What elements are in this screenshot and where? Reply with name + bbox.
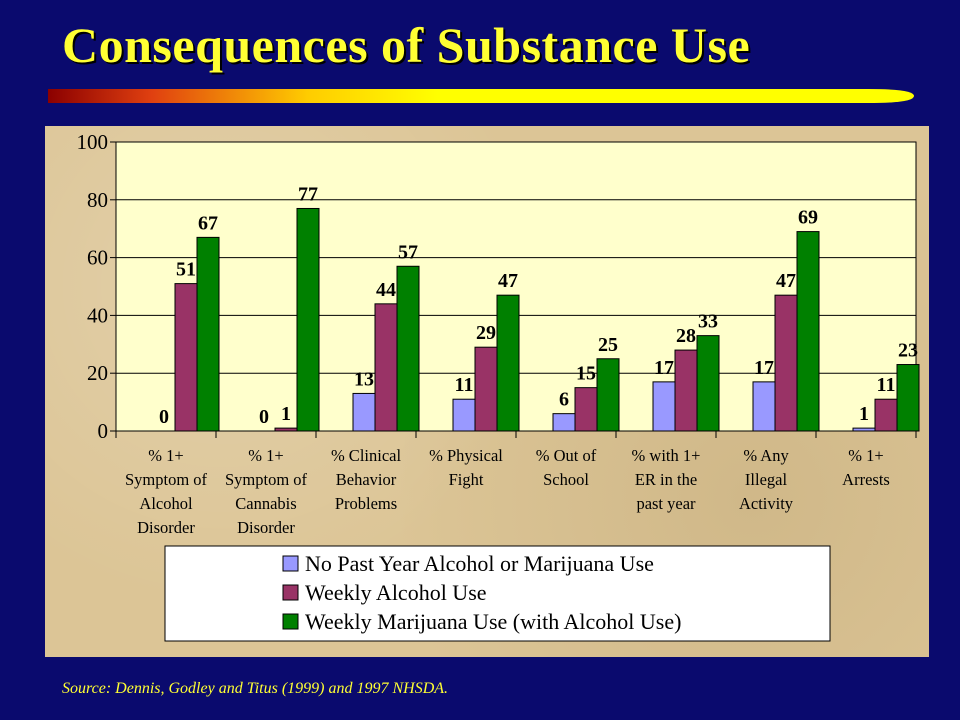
x-tick-label: Cannabis [235,494,296,513]
data-label: 15 [576,363,596,385]
bar [452,398,476,432]
data-label: 17 [654,357,674,379]
data-label: 51 [176,259,196,281]
legend-label: No Past Year Alcohol or Marijuana Use [305,551,654,576]
title-underline-bar [48,89,914,103]
data-label: 47 [776,270,796,292]
x-tick-label: Arrests [842,470,890,489]
bar [796,231,820,432]
data-label: 23 [898,340,918,362]
x-tick-label: % Clinical [331,446,402,465]
bar [274,427,298,432]
data-label: 11 [877,374,896,396]
bar [352,392,376,432]
bar [296,207,320,432]
data-label: 17 [754,357,774,379]
source-citation: Source: Dennis, Godley and Titus (1999) … [62,680,449,697]
x-tick-label: % with 1+ [632,446,701,465]
bar [552,413,576,432]
data-label: 47 [498,270,518,292]
x-tick-label: % Out of [536,446,597,465]
x-tick-label: Symptom of [225,470,308,489]
data-label: 57 [398,241,418,263]
data-label: 44 [376,279,396,301]
data-label: 0 [259,406,269,428]
x-tick-label: Symptom of [125,470,208,489]
data-label: 6 [559,389,569,411]
data-label: 69 [798,207,818,229]
y-tick-label: 80 [87,188,108,212]
y-tick-label: 100 [77,130,109,154]
bar [496,294,520,432]
legend-swatch [282,555,299,572]
data-label: 25 [598,334,618,356]
bar [596,358,620,432]
data-label: 13 [354,368,374,390]
x-tick-label: % 1+ [148,446,183,465]
data-label: 29 [476,322,496,344]
x-tick-label: past year [636,494,696,513]
x-tick-label: % Any [743,446,789,465]
bar [874,398,898,432]
bar [696,335,720,432]
data-label: 33 [698,311,718,333]
x-tick-label: Illegal [745,470,788,489]
x-tick-label: Disorder [237,518,295,537]
y-tick-label: 0 [98,419,109,443]
slide-title: Consequences of Substance Use [62,17,751,73]
x-tick-label: ER in the [635,470,697,489]
legend-swatch [282,584,299,601]
y-tick-label: 60 [87,246,108,270]
legend-label: Weekly Marijuana Use (with Alcohol Use) [305,609,681,634]
data-label: 67 [198,212,218,234]
x-tick-label: Fight [449,470,484,489]
data-label: 11 [455,374,474,396]
bar [574,387,598,432]
bar [196,236,220,432]
bar [674,349,698,432]
bar [396,265,420,432]
x-tick-label: Behavior [336,470,397,489]
bar-chart: 0 20 40 60 80 100 0 0 13 11 6 17 17 1 51 1 44 29 15 28 47 11 6… [77,130,920,642]
y-tick-label: 20 [87,361,108,385]
x-tick-label: % 1+ [848,446,883,465]
chart-panel: 0 20 40 60 80 100 0 0 13 11 6 17 17 1 51 1 44 29 15 28 47 11 6… [45,126,929,657]
x-tick-label: % 1+ [248,446,283,465]
data-label: 1 [281,403,291,425]
x-tick-label: Activity [739,494,794,513]
y-tick-label: 40 [87,303,108,327]
bar [374,303,398,432]
data-label: 28 [676,325,696,347]
data-label: 1 [859,403,869,425]
legend-label: Weekly Alcohol Use [305,580,487,605]
bar [752,381,776,432]
bar [174,283,198,432]
legend-swatch [282,613,299,630]
x-tick-label: School [543,470,589,489]
bar [896,364,920,432]
bar [652,381,676,432]
x-tick-label: % Physical [429,446,503,465]
x-tick-label: Problems [335,494,397,513]
legend-box [164,545,831,642]
data-label: 77 [298,183,318,205]
x-tick-label: Disorder [137,518,195,537]
x-tick-label: Alcohol [139,494,193,513]
data-label: 0 [159,406,169,428]
bar [474,346,498,432]
bar [852,427,876,432]
bar [774,294,798,432]
